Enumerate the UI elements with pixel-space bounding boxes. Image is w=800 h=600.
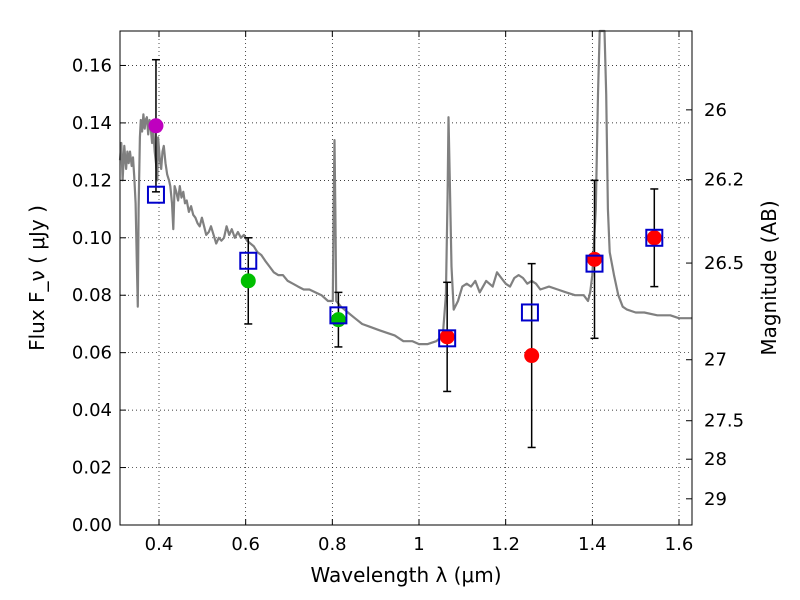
- y2-tick-label: 27: [704, 350, 727, 371]
- x-tick-label: 0.8: [318, 534, 347, 555]
- observed-point: [148, 118, 164, 134]
- y2-axis-title: Magnitude (AB): [757, 200, 781, 355]
- y-tick-label: 0.00: [72, 515, 112, 536]
- y2-axis-ticks: 26 26.2 26.5 27 27.5 28 29: [686, 100, 744, 510]
- observed-point: [587, 251, 602, 267]
- model-flux-square: [438, 329, 457, 348]
- model-spectrum-line: [118, 29, 692, 346]
- observed-point: [330, 312, 346, 328]
- y2-tick-label: 26.5: [704, 253, 744, 274]
- y2-tick-label: 29: [704, 489, 727, 510]
- y-tick-label: 0.14: [72, 113, 112, 134]
- y-tick-label: 0.10: [72, 228, 112, 249]
- x-tick-label: 0.4: [145, 534, 174, 555]
- model-flux-square: [520, 303, 539, 322]
- y2-tick-label: 28: [704, 449, 727, 470]
- y-tick-label: 0.02: [72, 458, 112, 479]
- x-axis-title: Wavelength λ (μm): [310, 563, 501, 587]
- x-tick-label: 0.6: [231, 534, 260, 555]
- y-tick-label: 0.06: [72, 343, 112, 364]
- model-flux-square: [585, 254, 604, 273]
- x-tick-label: 1.4: [578, 534, 607, 555]
- x-tick-label: 1.2: [491, 534, 520, 555]
- model-flux-square: [146, 185, 165, 204]
- observed-point: [240, 273, 256, 289]
- y-tick-label: 0.16: [72, 55, 112, 76]
- model-flux-markers: [146, 185, 664, 348]
- observed-point: [646, 230, 662, 246]
- observed-point: [439, 329, 455, 345]
- y-tick-label: 0.04: [72, 400, 112, 421]
- y-axis-title: Flux F_ν ( μJy ): [25, 205, 49, 351]
- x-tick-label: 1: [413, 534, 424, 555]
- model-flux-square: [329, 306, 348, 325]
- error-bars: [151, 58, 659, 449]
- observed-point: [524, 348, 540, 364]
- y-axis-ticks: 0.00 0.02 0.04 0.06 0.08 0.10 0.12 0.14 0.16: [72, 55, 126, 536]
- model-flux-square: [239, 251, 258, 270]
- y2-tick-label: 26: [704, 100, 727, 121]
- model-spectrum-path: [118, 29, 692, 346]
- y2-tick-label: 27.5: [704, 411, 744, 432]
- plot-frame: [119, 30, 693, 526]
- x-axis-ticks: 0.4 0.6 0.8 1 1.2 1.4 1.6: [145, 31, 694, 555]
- y-tick-label: 0.12: [72, 170, 112, 191]
- y-tick-label: 0.08: [72, 285, 112, 306]
- observed-points: [148, 118, 662, 364]
- y2-tick-label: 26.2: [704, 170, 744, 191]
- model-flux-square: [645, 228, 664, 247]
- x-tick-label: 1.6: [665, 534, 694, 555]
